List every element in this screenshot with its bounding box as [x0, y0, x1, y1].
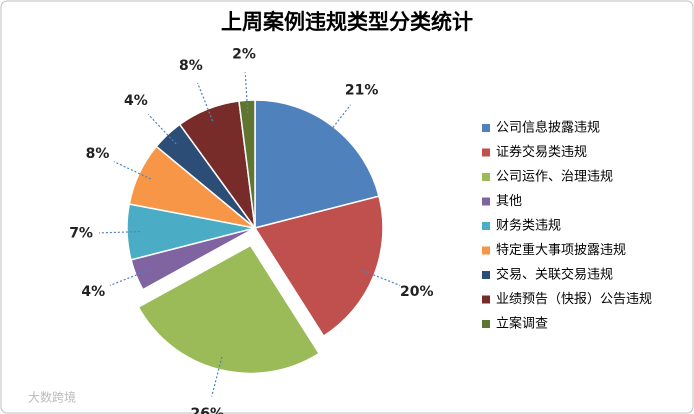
- leader-line: [109, 269, 149, 286]
- legend-swatch: [482, 173, 490, 181]
- legend-swatch: [482, 148, 490, 157]
- legend-label: 立案调查: [496, 317, 548, 332]
- legend-label: 其他: [496, 194, 522, 209]
- leader-line: [325, 104, 352, 138]
- data-label: 26%: [190, 406, 224, 414]
- data-label: 7%: [69, 225, 93, 241]
- legend-swatch: [482, 222, 490, 230]
- leader-line: [147, 113, 177, 145]
- legend-label: 公司信息披露违规: [496, 120, 600, 136]
- data-label: 8%: [179, 58, 203, 74]
- legend-swatch: [482, 295, 490, 304]
- legend-label: 财务类违规: [496, 218, 561, 234]
- legend-label: 特定重大事项披露违规: [496, 242, 626, 258]
- legend-swatch: [482, 271, 490, 279]
- leader-line: [361, 269, 401, 286]
- leader-line: [99, 231, 140, 234]
- legend-label: 证券交易类违规: [496, 144, 587, 160]
- leader-line: [211, 356, 223, 397]
- leader-line: [244, 72, 249, 114]
- legend-label: 交易、关联交易违规: [496, 267, 613, 283]
- data-label: 8%: [86, 146, 110, 162]
- legend-swatch: [482, 197, 490, 206]
- legend-swatch: [482, 124, 490, 132]
- legend-label: 业绩预告（快报）公告违规: [496, 292, 652, 307]
- data-label: 4%: [81, 284, 105, 300]
- leader-line: [197, 82, 214, 122]
- data-label: 20%: [400, 284, 434, 300]
- leader-line: [113, 161, 152, 180]
- legend-swatch: [482, 320, 490, 328]
- legend-swatch: [482, 246, 490, 255]
- data-label: 4%: [124, 93, 148, 109]
- chart-title: 上周案例违规类型分类统计: [221, 10, 473, 34]
- data-label: 21%: [345, 83, 379, 99]
- data-label: 2%: [232, 46, 256, 62]
- watermark: 大数跨境: [28, 390, 76, 405]
- legend-label: 公司运作、治理违规: [496, 170, 613, 185]
